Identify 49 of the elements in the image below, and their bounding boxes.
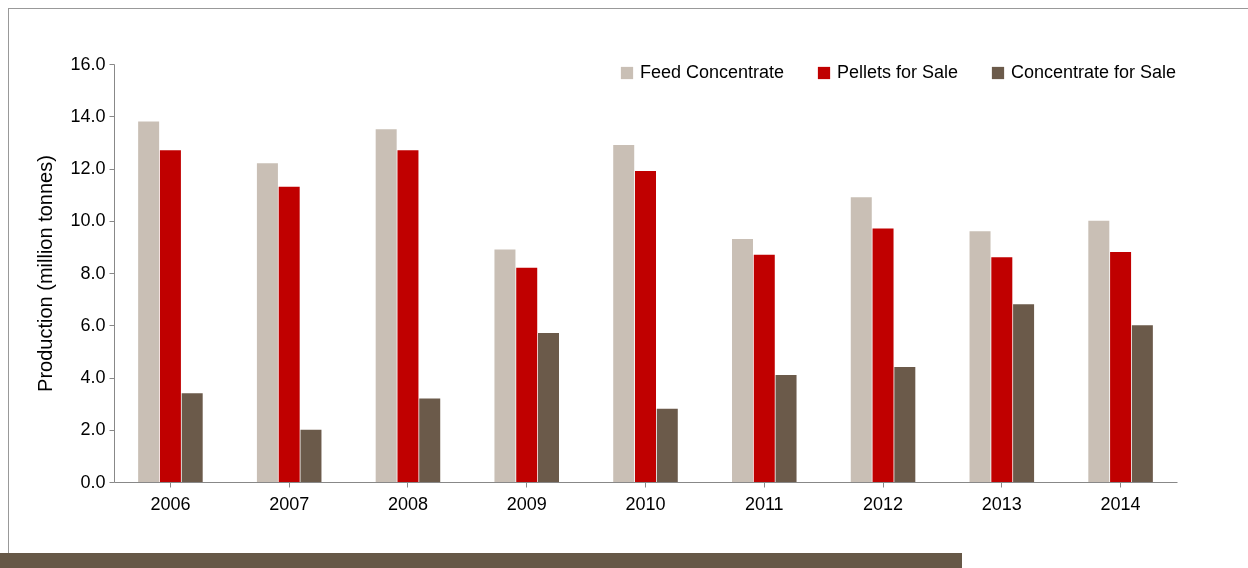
- bar: [656, 408, 678, 482]
- bar: [1131, 325, 1153, 482]
- x-tick-label: 2013: [981, 493, 1022, 514]
- y-tick-label: 14.0: [70, 105, 106, 126]
- bar: [278, 186, 300, 482]
- bar: [538, 333, 559, 482]
- bar: [138, 121, 160, 482]
- bar: [1013, 304, 1035, 482]
- bar: [872, 228, 894, 482]
- y-tick-label: 8.0: [80, 262, 106, 283]
- legend-label: Pellets for Sale: [837, 62, 959, 82]
- x-tick-label: 2008: [387, 493, 428, 514]
- bar: [1110, 252, 1132, 482]
- y-tick-label: 10.0: [70, 210, 106, 231]
- bar: [256, 163, 278, 482]
- x-tick-label: 2012: [863, 493, 904, 514]
- bar: [635, 171, 656, 482]
- bar: [181, 393, 203, 482]
- bar: [300, 429, 322, 482]
- bar: [894, 367, 916, 482]
- bar: [516, 267, 538, 482]
- x-tick-label: 2010: [625, 493, 666, 514]
- bar: [159, 150, 181, 482]
- bar: [419, 398, 441, 482]
- bar: [753, 254, 775, 482]
- x-tick-label: 2009: [506, 493, 547, 514]
- x-tick-label: 2011: [744, 493, 784, 514]
- bar: [494, 249, 516, 482]
- bar: [850, 197, 872, 482]
- bar: [397, 150, 419, 482]
- y-tick-label: 16.0: [70, 53, 106, 74]
- y-tick-label: 2.0: [80, 419, 106, 440]
- y-axis-title: Production (million tonnes): [34, 155, 57, 392]
- y-tick-label: 4.0: [80, 367, 106, 387]
- legend-label: Feed Concentrate: [640, 62, 785, 82]
- y-tick-label: 6.0: [80, 314, 106, 335]
- x-tick-label: 2006: [150, 493, 191, 514]
- bar: [613, 144, 635, 482]
- bar: [732, 239, 753, 482]
- y-tick-label: 0.0: [80, 471, 106, 492]
- bar: [991, 257, 1013, 482]
- legend-label: Concentrate for Sale: [1011, 62, 1177, 82]
- y-tick-label: 12.0: [70, 158, 106, 178]
- x-tick-label: 2014: [1100, 493, 1141, 514]
- bar: [1088, 220, 1110, 482]
- x-tick-label: 2007: [269, 493, 310, 514]
- bar: [375, 129, 397, 482]
- bar: [775, 374, 797, 482]
- bar: [969, 231, 991, 482]
